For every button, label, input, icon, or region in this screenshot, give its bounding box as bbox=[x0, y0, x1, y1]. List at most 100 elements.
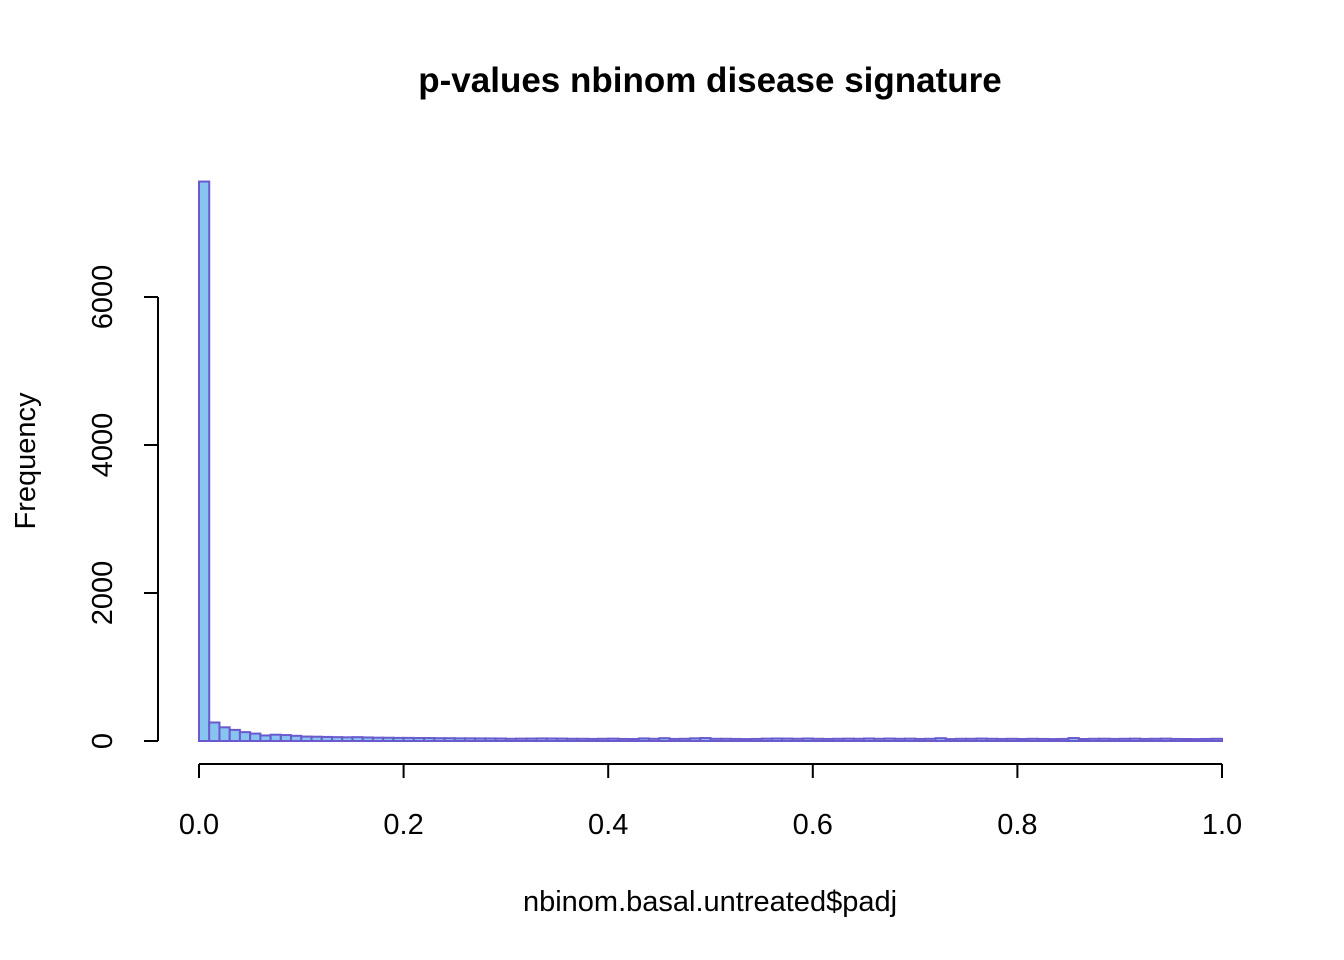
histogram-bar bbox=[494, 737, 507, 743]
histogram-bar bbox=[433, 737, 446, 742]
histogram-bar bbox=[586, 737, 599, 742]
histogram-bar bbox=[975, 737, 988, 742]
histogram-bar bbox=[985, 737, 998, 743]
histogram-bar bbox=[1118, 737, 1131, 743]
y-tick-label: 0 bbox=[87, 733, 119, 749]
histogram-bar bbox=[883, 737, 896, 742]
histogram-bar bbox=[474, 737, 487, 742]
histogram-bar bbox=[269, 733, 282, 743]
histogram-bar bbox=[1190, 738, 1203, 742]
histogram-bar bbox=[750, 737, 763, 742]
histogram-bar bbox=[1139, 737, 1152, 742]
histogram-bar bbox=[637, 737, 651, 742]
histogram-bar bbox=[1169, 737, 1183, 742]
y-tick-label: 4000 bbox=[87, 413, 119, 478]
histogram-bar bbox=[822, 737, 835, 742]
histogram-bar bbox=[596, 737, 610, 743]
histogram-bar bbox=[699, 737, 712, 742]
histogram-bar bbox=[1180, 738, 1193, 743]
histogram-bars bbox=[198, 180, 1224, 743]
histogram-bar bbox=[627, 738, 640, 743]
histogram-bar bbox=[944, 738, 958, 742]
histogram-bar bbox=[535, 737, 548, 742]
histogram-bar bbox=[1210, 737, 1224, 743]
histogram-bar bbox=[1098, 737, 1111, 742]
histogram-bar bbox=[1159, 737, 1172, 743]
histogram-bar bbox=[310, 735, 323, 743]
histogram-bar bbox=[515, 737, 528, 743]
histogram-bar bbox=[607, 737, 620, 743]
histogram-bar bbox=[484, 737, 497, 742]
histogram-bar bbox=[995, 737, 1009, 742]
histogram-bar bbox=[770, 737, 784, 743]
histogram-bar bbox=[617, 737, 630, 742]
histogram-bar bbox=[955, 737, 968, 743]
histogram-bar bbox=[903, 737, 917, 743]
histogram-bar bbox=[504, 737, 518, 743]
histogram-bar bbox=[463, 737, 477, 742]
histogram-bar bbox=[873, 737, 886, 743]
histogram-bar bbox=[351, 736, 364, 742]
histogram-bar bbox=[412, 737, 426, 742]
histogram-bar bbox=[361, 736, 374, 742]
histogram-bar bbox=[729, 737, 743, 742]
histogram-bar bbox=[811, 737, 825, 743]
histogram-bar bbox=[371, 736, 385, 742]
histogram-bar bbox=[556, 737, 569, 742]
histogram-bar bbox=[832, 737, 845, 743]
histogram-bar bbox=[330, 736, 344, 742]
histogram-bar bbox=[740, 738, 753, 742]
histogram-bar bbox=[1067, 737, 1080, 742]
histogram-bar bbox=[249, 732, 262, 742]
x-tick-label: 0.0 bbox=[179, 809, 219, 841]
histogram-bar bbox=[453, 737, 466, 742]
histogram-bar bbox=[893, 737, 906, 743]
histogram-bar bbox=[1077, 738, 1091, 743]
histogram-bar bbox=[208, 721, 221, 742]
histogram-bar bbox=[1200, 737, 1213, 742]
histogram-bar bbox=[218, 726, 231, 742]
histogram-bar bbox=[678, 737, 692, 743]
histogram-bar bbox=[1128, 737, 1142, 743]
histogram-bar bbox=[709, 737, 722, 743]
histogram-bar bbox=[402, 736, 415, 743]
histogram-bar bbox=[300, 735, 313, 742]
histogram-bar bbox=[914, 737, 927, 742]
histogram-bar bbox=[924, 737, 937, 743]
x-tick-label: 0.2 bbox=[383, 809, 423, 841]
x-tick-label: 0.6 bbox=[793, 809, 833, 841]
histogram-bar bbox=[423, 737, 436, 742]
chart-title: p-values nbinom disease signature bbox=[418, 61, 1002, 100]
y-axis-label: Frequency bbox=[10, 392, 42, 530]
histogram-bar bbox=[320, 735, 333, 742]
histogram-bar bbox=[382, 736, 395, 743]
x-tick-label: 0.8 bbox=[997, 809, 1037, 841]
histogram-bar bbox=[852, 737, 865, 743]
histogram-bar bbox=[198, 180, 211, 742]
y-axis: 0 2000 4000 6000 bbox=[87, 265, 159, 749]
histogram-bar bbox=[1016, 738, 1029, 743]
histogram-bar bbox=[1006, 737, 1019, 743]
histogram-bar bbox=[801, 737, 814, 743]
histogram-bar bbox=[576, 737, 589, 743]
x-axis-label: nbinom.basal.untreated$padj bbox=[523, 886, 897, 918]
histogram-bar bbox=[791, 737, 804, 743]
histogram-bar bbox=[781, 737, 794, 742]
histogram-bar bbox=[443, 737, 456, 742]
histogram-bar bbox=[1057, 737, 1070, 742]
x-tick-label: 1.0 bbox=[1202, 809, 1242, 841]
y-tick-label: 2000 bbox=[87, 561, 119, 626]
histogram-bar bbox=[1026, 737, 1039, 743]
histogram-bar bbox=[1108, 737, 1121, 742]
histogram-bar bbox=[259, 734, 272, 743]
histogram-bar bbox=[965, 737, 978, 743]
histogram-bar bbox=[862, 737, 876, 743]
histogram-bar bbox=[1047, 738, 1060, 742]
histogram-bar bbox=[668, 737, 681, 742]
histogram-bar bbox=[228, 728, 241, 743]
histogram-bar bbox=[1088, 737, 1101, 743]
histogram-bar bbox=[760, 737, 773, 743]
histogram-bar bbox=[689, 737, 702, 742]
histogram-bar bbox=[545, 737, 559, 743]
